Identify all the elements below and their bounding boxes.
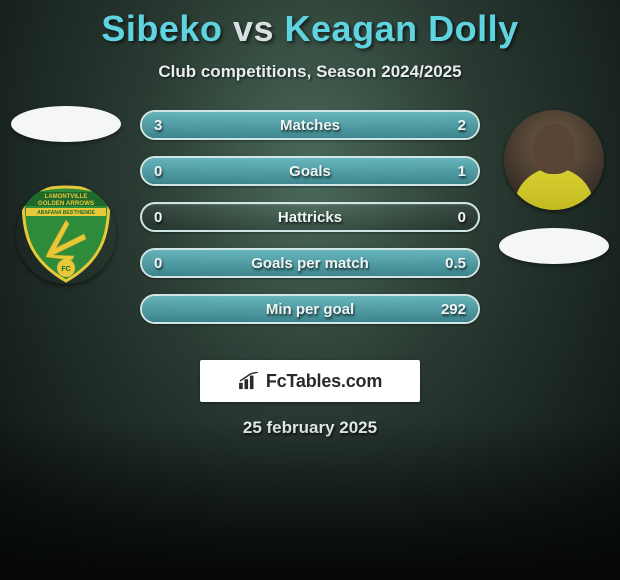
player2-name: Keagan Dolly	[285, 8, 519, 49]
stat-label: Matches	[142, 112, 478, 138]
comparison-stage: LAMONTVILLE GOLDEN ARROWS ABAFANA BES'TH…	[0, 110, 620, 350]
stat-value-right: 0	[458, 204, 466, 230]
stat-bars: 3Matches20Goals10Hattricks00Goals per ma…	[140, 110, 480, 340]
stat-value-right: 2	[458, 112, 466, 138]
fctables-logo-icon	[238, 372, 260, 390]
golden-arrows-badge: LAMONTVILLE GOLDEN ARROWS ABAFANA BES'TH…	[16, 184, 116, 284]
player1-nationality-oval	[11, 106, 121, 142]
stat-label: Hattricks	[142, 204, 478, 230]
subtitle: Club competitions, Season 2024/2025	[0, 62, 620, 82]
stat-value-right: 1	[458, 158, 466, 184]
stat-bar: 0Goals per match0.5	[140, 248, 480, 278]
stat-label: Goals per match	[142, 250, 478, 276]
stat-bar: 3Matches2	[140, 110, 480, 140]
player2-nationality-oval	[499, 228, 609, 264]
badge-mid-text: GOLDEN ARROWS	[38, 200, 94, 207]
vs-separator: vs	[233, 8, 274, 49]
stat-label: Goals	[142, 158, 478, 184]
stat-label: Min per goal	[142, 296, 478, 322]
ground-shadow	[0, 420, 620, 580]
player1-column: LAMONTVILLE GOLDEN ARROWS ABAFANA BES'TH…	[6, 110, 126, 284]
stat-value-right: 0.5	[445, 250, 466, 276]
comparison-title: Sibeko vs Keagan Dolly	[0, 0, 620, 50]
stat-bar: 0Goals1	[140, 156, 480, 186]
stat-bar: 0Hattricks0	[140, 202, 480, 232]
badge-banner-text: ABAFANA BES'THENDE	[37, 210, 95, 216]
branding-text: FcTables.com	[266, 371, 382, 392]
player2-avatar	[504, 110, 604, 210]
player2-column	[494, 110, 614, 264]
player1-name: Sibeko	[101, 8, 222, 49]
branding-badge[interactable]: FcTables.com	[200, 360, 420, 402]
badge-fc-text: FC	[61, 266, 70, 273]
stat-value-right: 292	[441, 296, 466, 322]
player1-club-badge: LAMONTVILLE GOLDEN ARROWS ABAFANA BES'TH…	[16, 184, 116, 284]
stat-bar: Min per goal292	[140, 294, 480, 324]
